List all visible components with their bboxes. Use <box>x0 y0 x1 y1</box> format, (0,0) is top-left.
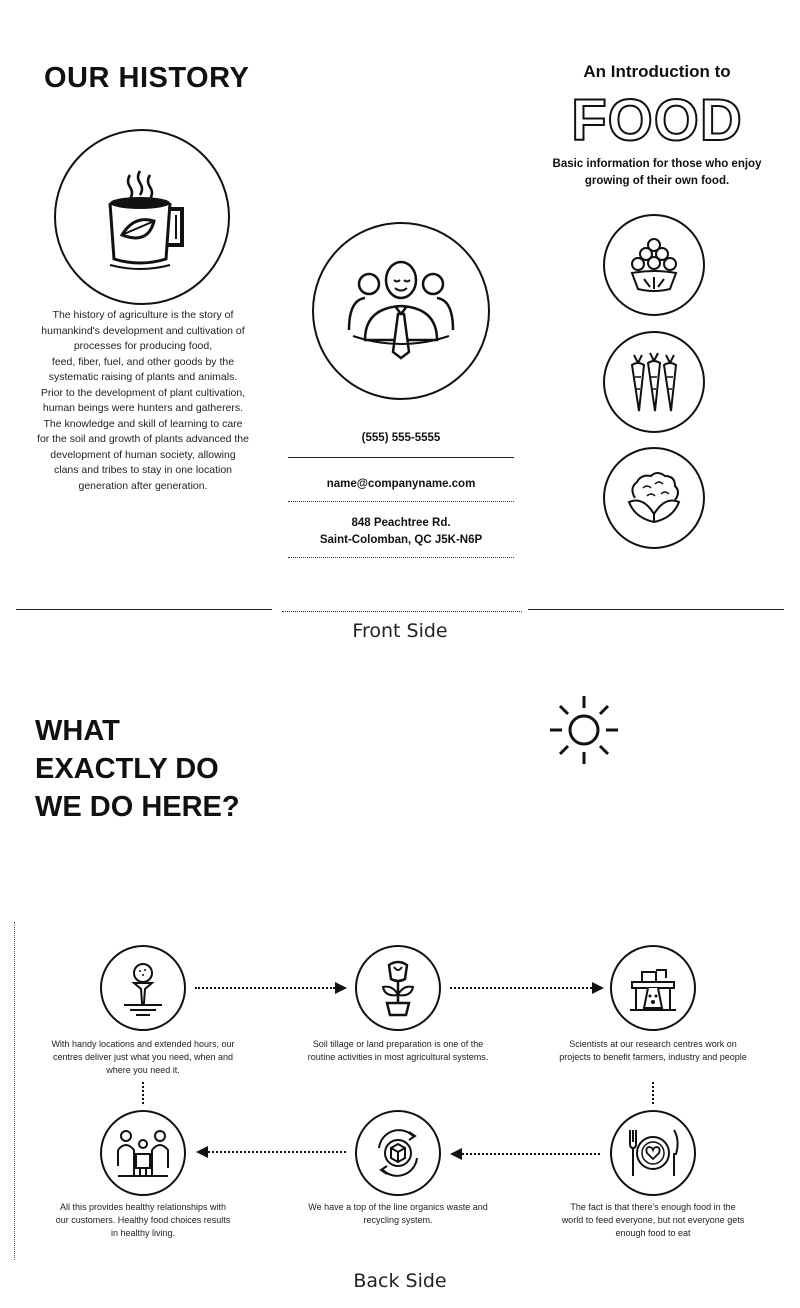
carrots-circle <box>603 331 705 433</box>
plate-cutlery-icon <box>629 1129 679 1176</box>
step-line: world to feed everyone, but not everyone… <box>561 1215 745 1225</box>
flow-arrow-line <box>195 987 335 989</box>
back-side-label: Back Side <box>353 1270 447 1292</box>
contact-phone: (555) 555-5555 <box>361 432 441 444</box>
step-line: With handy locations and extended hours,… <box>51 1039 235 1049</box>
grapes-circle <box>603 214 705 316</box>
flower-pot-icon <box>381 960 415 1017</box>
businessman-icon <box>347 260 455 360</box>
history-line: generation after generation. <box>78 479 208 492</box>
recycle-globe-icon <box>378 1129 418 1177</box>
step-line: The fact is that there's enough food in … <box>570 1202 736 1212</box>
history-line: humankind's development and cultivation … <box>41 324 245 337</box>
flow-arrow-right-icon <box>335 982 347 994</box>
step-1-circle <box>100 945 186 1031</box>
intro-description: Basic information for those who enjoy gr… <box>548 156 766 190</box>
step-line: centres deliver just what you need, when… <box>52 1052 234 1062</box>
step-line: in healthy living. <box>110 1228 176 1238</box>
step-line: routine activities in most agricultural … <box>307 1052 489 1062</box>
back-heading-line: WE DO HERE? <box>35 791 240 823</box>
history-line: The knowledge and skill of learning to c… <box>43 417 243 430</box>
step-5-text: We have a top of the line organics waste… <box>288 1201 508 1227</box>
person-circle <box>312 222 490 400</box>
step-line: projects to benefit farmers, industry an… <box>559 1052 747 1062</box>
flow-connector <box>142 1082 144 1104</box>
step-line: Soil tillage or land preparation is one … <box>312 1039 484 1049</box>
research-lab-icon <box>630 969 676 1011</box>
flow-arrow-right-icon <box>592 982 604 994</box>
divider <box>288 501 514 502</box>
tea-mug-icon <box>108 170 184 270</box>
history-line: clans and tribes to stay in one location <box>53 464 233 476</box>
step-4-text: All this provides healthy relationships … <box>33 1201 253 1240</box>
back-heading-line: WHAT <box>35 715 120 747</box>
edge-dotted-line <box>14 922 15 1260</box>
intro-title: FOOD <box>570 87 743 154</box>
step-1-text: With handy locations and extended hours,… <box>33 1038 253 1077</box>
contact-email[interactable]: name@companyname.com <box>326 478 476 490</box>
history-line: Prior to the development of plant cultiv… <box>40 386 246 399</box>
step-line: our customers. Healthy food choices resu… <box>55 1215 231 1225</box>
cauliflower-icon <box>627 472 681 524</box>
flow-arrow-line <box>450 987 592 989</box>
flow-connector <box>652 1082 654 1104</box>
contact-address-line2: Saint-Colomban, QC J5K-N6P <box>319 534 483 546</box>
grapes-icon <box>630 238 678 292</box>
step-5-circle <box>355 1110 441 1196</box>
step-line: Scientists at our research centres work … <box>569 1039 737 1049</box>
front-side-label: Front Side <box>352 620 448 642</box>
intro-desc-line: Basic information for those who enjoy <box>552 158 762 170</box>
contact-address-line1: 848 Peachtree Rd. <box>351 517 451 529</box>
back-heading-line: EXACTLY DO <box>35 753 219 785</box>
divider <box>288 457 514 458</box>
step-3-circle <box>610 945 696 1031</box>
step-6-circle <box>610 1110 696 1196</box>
flow-arrow-line <box>208 1151 346 1153</box>
step-4-circle <box>100 1110 186 1196</box>
step-line: where you need it. <box>106 1065 180 1075</box>
flow-arrow-line <box>462 1153 600 1155</box>
history-title: OUR HISTORY <box>44 62 250 94</box>
history-line: processes for producing food, <box>73 340 213 352</box>
step-2-circle <box>355 945 441 1031</box>
sun-icon <box>550 696 618 764</box>
intro-subtitle: An Introduction to <box>583 62 731 81</box>
flow-arrow-left-icon <box>450 1148 462 1160</box>
history-line: human beings were hunters and gatherers. <box>42 402 244 414</box>
step-line: We have a top of the line organics waste… <box>308 1202 488 1212</box>
history-body: The history of agriculture is the story … <box>30 308 256 494</box>
history-line: for the soil and growth of plants advanc… <box>37 433 249 445</box>
golf-tee-icon <box>124 963 162 1016</box>
history-line: systematic raising of plants and animals… <box>48 371 238 383</box>
carrots-icon <box>630 352 678 412</box>
history-line: feed, fiber, fuel, and other goods by th… <box>51 355 235 368</box>
flow-arrow-left-icon <box>196 1146 208 1158</box>
step-6-text: The fact is that there's enough food in … <box>543 1201 763 1240</box>
cauliflower-circle <box>603 447 705 549</box>
mug-circle <box>54 129 230 305</box>
history-line: The history of agriculture is the story … <box>52 309 234 321</box>
back-heading: WHAT EXACTLY DO WE DO HERE? <box>35 712 240 826</box>
step-line: All this provides healthy relationships … <box>59 1202 227 1212</box>
divider <box>16 609 272 610</box>
step-line: enough food to eat <box>615 1228 691 1238</box>
intro-desc-line: growing of their own food. <box>584 175 730 187</box>
step-3-text: Scientists at our research centres work … <box>543 1038 763 1064</box>
healthy-people-icon <box>117 1130 169 1177</box>
step-line: recycling system. <box>363 1215 433 1225</box>
divider <box>288 557 514 558</box>
divider <box>528 609 784 610</box>
divider <box>282 611 522 612</box>
step-2-text: Soil tillage or land preparation is one … <box>288 1038 508 1064</box>
history-line: development of human society, allowing <box>50 448 236 461</box>
